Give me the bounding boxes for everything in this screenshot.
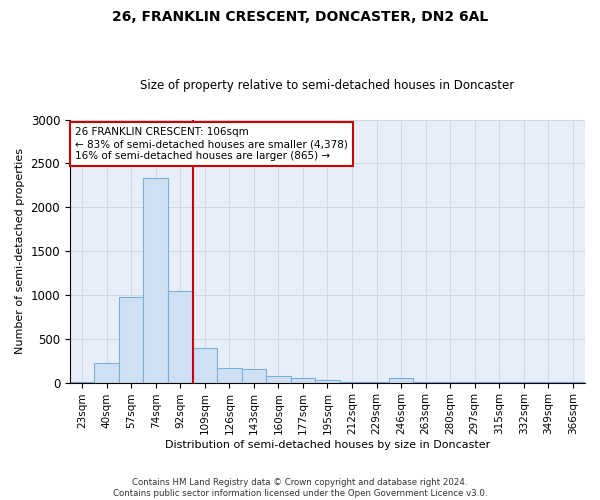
X-axis label: Distribution of semi-detached houses by size in Doncaster: Distribution of semi-detached houses by … [165, 440, 490, 450]
Bar [242, 368, 266, 382]
Bar [94, 363, 119, 382]
Y-axis label: Number of semi-detached properties: Number of semi-detached properties [15, 148, 25, 354]
Bar [266, 376, 290, 382]
Bar [193, 348, 217, 382]
Bar [143, 178, 168, 382]
Bar [119, 297, 143, 382]
Text: Contains HM Land Registry data © Crown copyright and database right 2024.
Contai: Contains HM Land Registry data © Crown c… [113, 478, 487, 498]
Text: 26, FRANKLIN CRESCENT, DONCASTER, DN2 6AL: 26, FRANKLIN CRESCENT, DONCASTER, DN2 6A… [112, 10, 488, 24]
Bar [217, 368, 242, 382]
Bar [315, 380, 340, 382]
Bar [168, 292, 193, 382]
Text: 26 FRANKLIN CRESCENT: 106sqm
← 83% of semi-detached houses are smaller (4,378)
1: 26 FRANKLIN CRESCENT: 106sqm ← 83% of se… [75, 128, 348, 160]
Bar [290, 378, 315, 382]
Bar [389, 378, 413, 382]
Title: Size of property relative to semi-detached houses in Doncaster: Size of property relative to semi-detach… [140, 79, 515, 92]
